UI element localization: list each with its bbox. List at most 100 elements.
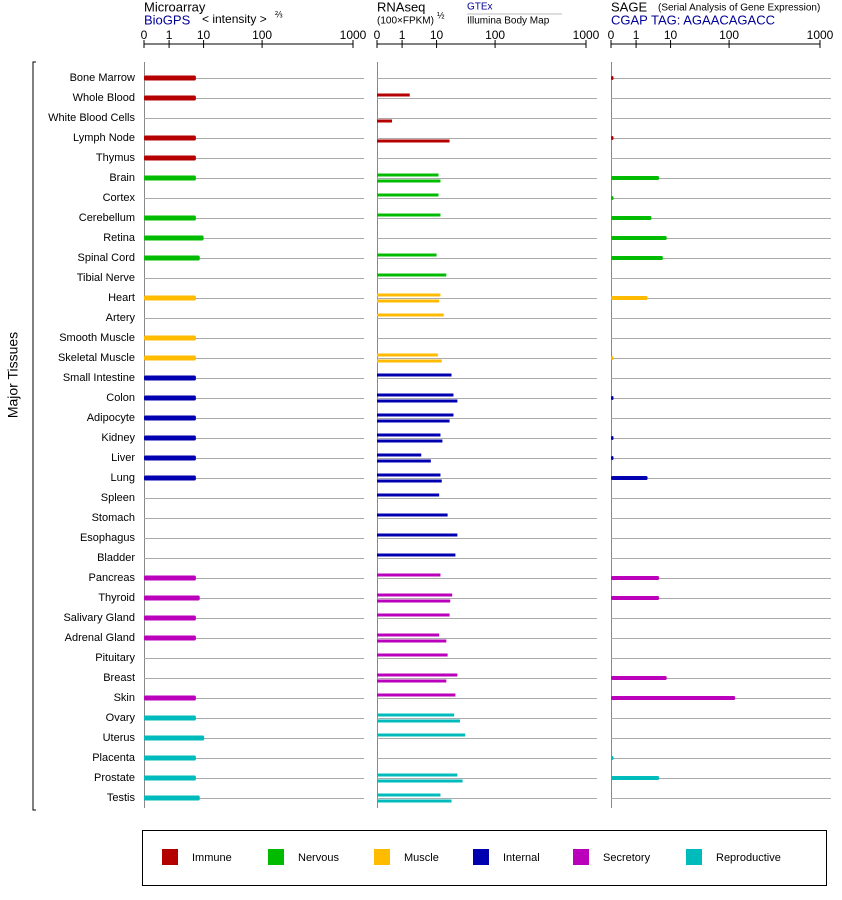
bar bbox=[611, 356, 614, 360]
x-tick-label: 0 bbox=[374, 28, 381, 42]
tissue-label: Cortex bbox=[103, 192, 136, 204]
bar bbox=[377, 93, 410, 97]
bar bbox=[377, 679, 447, 683]
bar bbox=[377, 713, 455, 717]
tissue-label: Brain bbox=[109, 172, 135, 184]
panel-title: Microarray bbox=[144, 0, 206, 14]
x-tick-label: 0 bbox=[608, 28, 615, 42]
tissue-label: Tibial Nerve bbox=[77, 272, 135, 284]
tissue-label: Small Intestine bbox=[63, 372, 135, 384]
bar bbox=[377, 733, 466, 737]
bar bbox=[611, 216, 652, 220]
legend-label: Immune bbox=[192, 852, 232, 864]
bar bbox=[611, 176, 660, 180]
x-tick-label: 10 bbox=[430, 28, 444, 42]
bar bbox=[144, 255, 200, 261]
tissue-label: Placenta bbox=[92, 752, 136, 764]
bar bbox=[144, 635, 196, 641]
bar bbox=[611, 196, 614, 200]
bar bbox=[377, 493, 440, 497]
tissue-label: Thymus bbox=[96, 152, 136, 164]
tissue-label: Adipocyte bbox=[87, 412, 135, 424]
bar bbox=[611, 576, 660, 580]
bar bbox=[377, 613, 450, 617]
tissue-label: Breast bbox=[103, 672, 135, 684]
unit-exponent: ⅔ bbox=[275, 9, 283, 19]
unit-label: < intensity > bbox=[202, 12, 267, 26]
tissue-label: Whole Blood bbox=[73, 92, 135, 104]
tissue-label: Adrenal Gland bbox=[65, 632, 135, 644]
bar bbox=[377, 633, 440, 637]
bar bbox=[377, 639, 447, 643]
bar bbox=[611, 136, 614, 140]
x-tick-label: 1000 bbox=[340, 28, 367, 42]
source-label: CGAP TAG: AGAACAGACC bbox=[611, 12, 775, 27]
bar bbox=[144, 135, 196, 141]
tissue-label: Kidney bbox=[101, 432, 135, 444]
panel-title: SAGE bbox=[611, 0, 647, 14]
legend-swatch bbox=[374, 849, 390, 865]
bar bbox=[611, 696, 736, 700]
bar bbox=[377, 119, 393, 123]
bar bbox=[377, 793, 441, 797]
bar bbox=[144, 415, 196, 421]
tissue-label: Skeletal Muscle bbox=[58, 352, 135, 364]
tissue-label: Lung bbox=[111, 472, 135, 484]
tissue-label: Pituitary bbox=[95, 652, 135, 664]
bar bbox=[611, 676, 667, 680]
legend-label: Reproductive bbox=[716, 852, 781, 864]
x-tick-label: 1 bbox=[633, 28, 640, 42]
tissue-label: Spinal Cord bbox=[78, 252, 135, 264]
bar bbox=[144, 775, 196, 781]
bar bbox=[377, 459, 431, 463]
x-tick-label: 100 bbox=[719, 28, 739, 42]
tissue-label: Heart bbox=[108, 292, 135, 304]
bar bbox=[144, 755, 196, 761]
bar bbox=[377, 293, 441, 297]
x-tick-label: 1000 bbox=[573, 28, 600, 42]
bar bbox=[377, 393, 454, 397]
bar bbox=[377, 139, 450, 143]
source-label: Illumina Body Map bbox=[467, 16, 550, 27]
tissue-label: Skin bbox=[114, 692, 135, 704]
tissue-label: Colon bbox=[106, 392, 135, 404]
bar bbox=[377, 359, 442, 363]
bar bbox=[144, 575, 196, 581]
tissue-label: Spleen bbox=[101, 492, 135, 504]
bar bbox=[611, 456, 614, 460]
x-tick-label: 100 bbox=[252, 28, 272, 42]
bar bbox=[144, 475, 196, 481]
bar bbox=[611, 76, 614, 80]
bar bbox=[144, 435, 196, 441]
tissue-label: Ovary bbox=[106, 712, 136, 724]
tissue-label: Stomach bbox=[92, 512, 135, 524]
bar bbox=[377, 779, 463, 783]
tissue-label: Prostate bbox=[94, 772, 135, 784]
legend-label: Nervous bbox=[298, 852, 339, 864]
x-tick-label: 1 bbox=[399, 28, 406, 42]
bar bbox=[377, 353, 438, 357]
bar bbox=[377, 593, 453, 597]
tissue-label: Uterus bbox=[103, 732, 136, 744]
bar bbox=[611, 756, 614, 760]
bar bbox=[611, 296, 648, 300]
legend-swatch bbox=[268, 849, 284, 865]
bar bbox=[144, 395, 196, 401]
tissue-label: Thyroid bbox=[98, 592, 135, 604]
bar bbox=[144, 595, 200, 601]
bar bbox=[377, 553, 456, 557]
source-label: GTEx bbox=[467, 2, 493, 13]
bar bbox=[377, 653, 448, 657]
bar bbox=[144, 215, 196, 221]
bar bbox=[144, 455, 196, 461]
legend-label: Internal bbox=[503, 852, 540, 864]
panel-title: RNAseq bbox=[377, 0, 425, 14]
tissue-label: Bone Marrow bbox=[70, 72, 135, 84]
tissue-label: Testis bbox=[107, 792, 136, 804]
bar bbox=[144, 695, 196, 701]
bar bbox=[144, 295, 196, 301]
y-axis-label: Major Tissues bbox=[5, 332, 21, 418]
x-tick-label: 10 bbox=[197, 28, 211, 42]
bar bbox=[377, 573, 441, 577]
bar bbox=[377, 299, 440, 303]
